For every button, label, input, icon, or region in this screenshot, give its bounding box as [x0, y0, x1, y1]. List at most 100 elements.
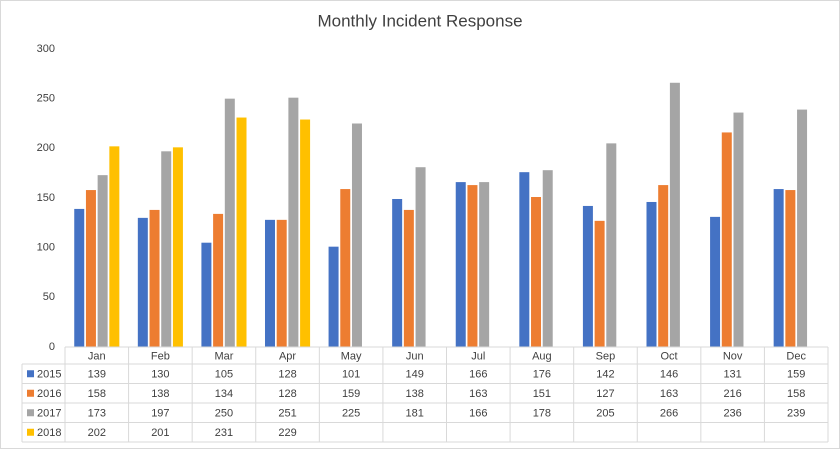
bar	[236, 117, 247, 347]
table-value: 163	[469, 388, 487, 400]
bar	[733, 112, 744, 347]
table-value: 201	[151, 427, 169, 439]
legend-label: 2016	[37, 388, 61, 400]
bar	[479, 182, 490, 347]
table-value: 134	[215, 388, 233, 400]
bar	[161, 151, 172, 347]
table-value: 105	[215, 369, 233, 381]
bar	[710, 216, 721, 347]
y-tick-label: 200	[37, 142, 55, 154]
x-tick-label: Dec	[786, 350, 806, 362]
bar	[288, 97, 299, 347]
x-tick-label: Jul	[471, 350, 485, 362]
table-value: 166	[469, 369, 487, 381]
bar	[392, 198, 403, 347]
x-tick-label: Nov	[723, 350, 743, 362]
x-tick-label: Feb	[151, 350, 170, 362]
bar	[213, 213, 224, 347]
bar	[542, 170, 553, 347]
bar	[85, 190, 96, 347]
x-tick-label: May	[341, 350, 362, 362]
table-value: 128	[278, 369, 296, 381]
table-value: 166	[469, 408, 487, 420]
y-tick-label: 150	[37, 192, 55, 204]
table-value: 205	[596, 408, 614, 420]
table-value: 142	[596, 369, 614, 381]
bar	[582, 205, 593, 347]
table-value: 138	[406, 388, 424, 400]
bar	[797, 109, 808, 348]
table-value: 159	[787, 369, 805, 381]
table-value: 163	[660, 388, 678, 400]
bar	[300, 119, 311, 347]
bar	[264, 219, 275, 347]
table-value: 251	[278, 408, 296, 420]
bar	[403, 209, 414, 347]
bar	[721, 132, 732, 347]
table-value: 139	[88, 369, 106, 381]
y-tick-label: 50	[43, 291, 55, 303]
table-value: 181	[406, 408, 424, 420]
table-value: 158	[787, 388, 805, 400]
legend-label: 2018	[37, 427, 61, 439]
y-tick-label: 300	[37, 43, 55, 55]
table-value: 159	[342, 388, 360, 400]
x-tick-label: Jun	[406, 350, 424, 362]
bar	[646, 201, 657, 347]
table-value: 176	[533, 369, 551, 381]
bar	[74, 208, 85, 347]
bar	[149, 209, 160, 347]
bar	[137, 217, 148, 347]
table-value: 158	[88, 388, 106, 400]
table-value: 146	[660, 369, 678, 381]
x-tick-label: Mar	[214, 350, 233, 362]
bar	[519, 172, 530, 347]
bar	[351, 123, 362, 347]
bar	[594, 220, 605, 347]
table-value: 236	[723, 408, 741, 420]
legend-label: 2017	[37, 408, 61, 420]
legend-key	[27, 370, 34, 378]
bar	[785, 190, 796, 347]
bar	[773, 189, 784, 347]
x-tick-label: Apr	[279, 350, 296, 362]
bar	[669, 82, 680, 348]
legend-key	[27, 389, 34, 397]
bar	[97, 175, 108, 347]
x-tick-label: Oct	[660, 350, 677, 362]
table-value: 131	[723, 369, 741, 381]
table-value: 178	[533, 408, 551, 420]
y-tick-label: 100	[37, 242, 55, 254]
bar	[172, 147, 183, 347]
table-value: 239	[787, 408, 805, 420]
table-value: 127	[596, 388, 614, 400]
table-value: 231	[215, 427, 233, 439]
legend-key	[27, 409, 34, 417]
table-value: 229	[278, 427, 296, 439]
x-tick-label: Aug	[532, 350, 552, 362]
bar	[467, 185, 478, 347]
bar	[224, 98, 235, 348]
x-tick-label: Sep	[596, 350, 616, 362]
bar	[606, 143, 617, 347]
chart-title: Monthly Incident Response	[317, 11, 522, 30]
table-value: 266	[660, 408, 678, 420]
y-tick-label: 250	[37, 93, 55, 105]
table-value: 197	[151, 408, 169, 420]
bar	[415, 167, 426, 347]
bar	[276, 219, 287, 347]
table-value: 216	[723, 388, 741, 400]
table-value: 130	[151, 369, 169, 381]
bar	[531, 197, 542, 347]
table-value: 149	[406, 369, 424, 381]
table-value: 138	[151, 388, 169, 400]
y-tick-label: 0	[49, 341, 55, 353]
table-value: 128	[278, 388, 296, 400]
legend-label: 2015	[37, 369, 61, 381]
bar	[201, 242, 212, 347]
bar	[455, 182, 466, 347]
table-value: 225	[342, 408, 360, 420]
bar	[109, 146, 120, 347]
